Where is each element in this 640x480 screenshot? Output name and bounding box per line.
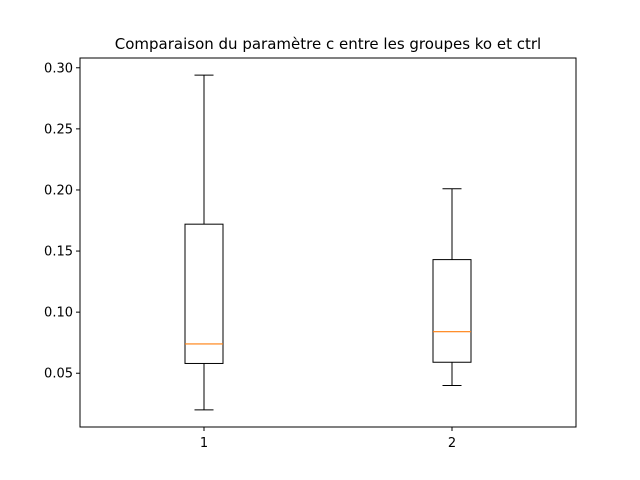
chart-title: Comparaison du paramètre c entre les gro… bbox=[115, 35, 541, 53]
y-tick-label: 0.05 bbox=[44, 367, 73, 382]
box-iqr bbox=[184, 223, 224, 364]
plot-frame bbox=[79, 57, 577, 428]
y-tick-label: 0.30 bbox=[44, 61, 73, 76]
x-tick-label: 2 bbox=[448, 436, 456, 451]
y-tick-label: 0.15 bbox=[44, 245, 73, 260]
y-tick-label: 0.10 bbox=[44, 306, 73, 321]
y-tick-label: 0.25 bbox=[44, 122, 73, 137]
y-tick-label: 0.20 bbox=[44, 183, 73, 198]
x-tick-label: 1 bbox=[200, 436, 208, 451]
plot-area: 0.05 0.10 0.15 0.20 0.25 0.30 1 2 bbox=[44, 61, 472, 451]
box-iqr bbox=[432, 259, 472, 363]
